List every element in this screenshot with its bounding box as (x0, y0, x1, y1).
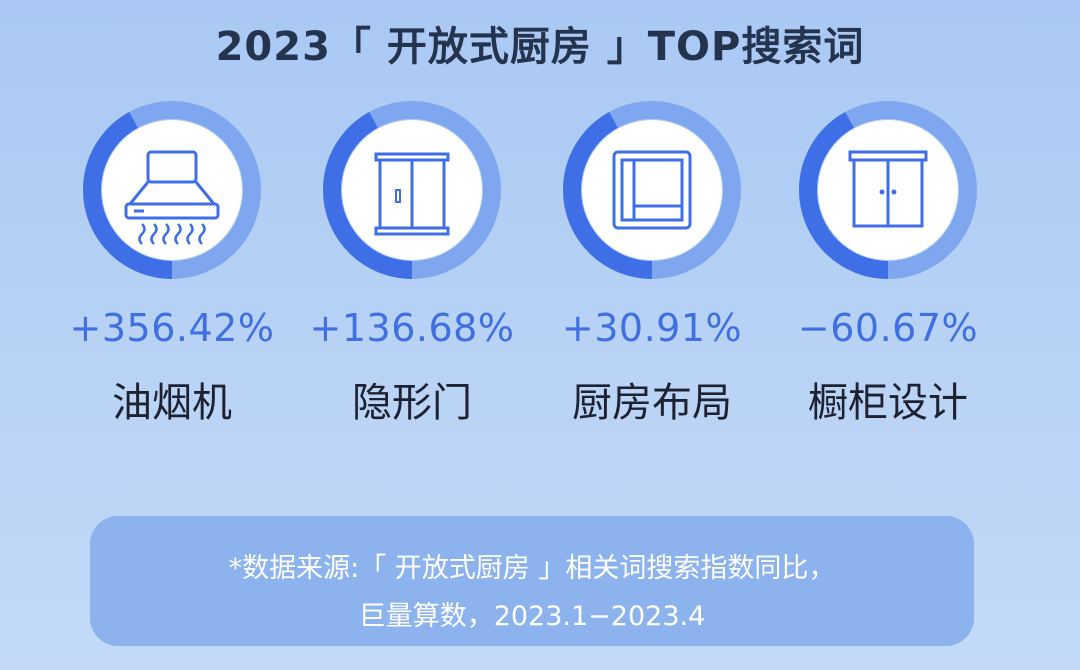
donut-ring (82, 100, 262, 280)
donut-ring (322, 100, 502, 280)
donut-center (582, 120, 722, 260)
donut-svg (83, 101, 261, 279)
change-percent: −60.67% (797, 306, 979, 350)
keyword-label: 橱柜设计 (808, 380, 968, 426)
donut-arc (83, 101, 261, 279)
keyword-card: +30.91% 厨房布局 (532, 100, 772, 430)
donut-ring (798, 100, 978, 280)
donut-arc (799, 101, 977, 279)
page-title: 2023「 开放式厨房 」TOP搜索词 (215, 24, 865, 70)
donut-arc (563, 101, 741, 279)
change-percent: +30.91% (561, 306, 743, 350)
source-note-line-1: *数据来源:「 开放式厨房 」相关词搜索指数同比， (228, 553, 836, 584)
keyword-card: +136.68% 隐形门 (292, 100, 532, 430)
keyword-card: +356.42% 油烟机 (52, 100, 292, 430)
keyword-cards: +356.42% 油烟机 +136.68% 隐形门 +30.91% 厨房布局 −60.67%… (52, 100, 1008, 430)
hidden-door-icon (374, 152, 450, 236)
donut-svg (563, 101, 741, 279)
source-note: *数据来源:「 开放式厨房 」相关词搜索指数同比， 巨量算数，2023.1−20… (90, 516, 974, 646)
donut-svg (323, 101, 501, 279)
source-note-line-2: 巨量算数，2023.1−2023.4 (358, 601, 706, 632)
cabinet-icon (848, 150, 928, 228)
keyword-label: 隐形门 (352, 380, 472, 426)
keyword-card: −60.67% 橱柜设计 (768, 100, 1008, 430)
change-percent: +136.68% (309, 306, 515, 350)
donut-svg (799, 101, 977, 279)
change-percent: +356.42% (69, 306, 275, 350)
kitchen-layout-icon (612, 150, 692, 230)
keyword-label: 油烟机 (112, 380, 232, 426)
donut-center (102, 120, 242, 260)
keyword-label: 厨房布局 (572, 380, 732, 426)
range-hood-icon (124, 150, 220, 245)
donut-arc (323, 101, 501, 279)
donut-ring (562, 100, 742, 280)
